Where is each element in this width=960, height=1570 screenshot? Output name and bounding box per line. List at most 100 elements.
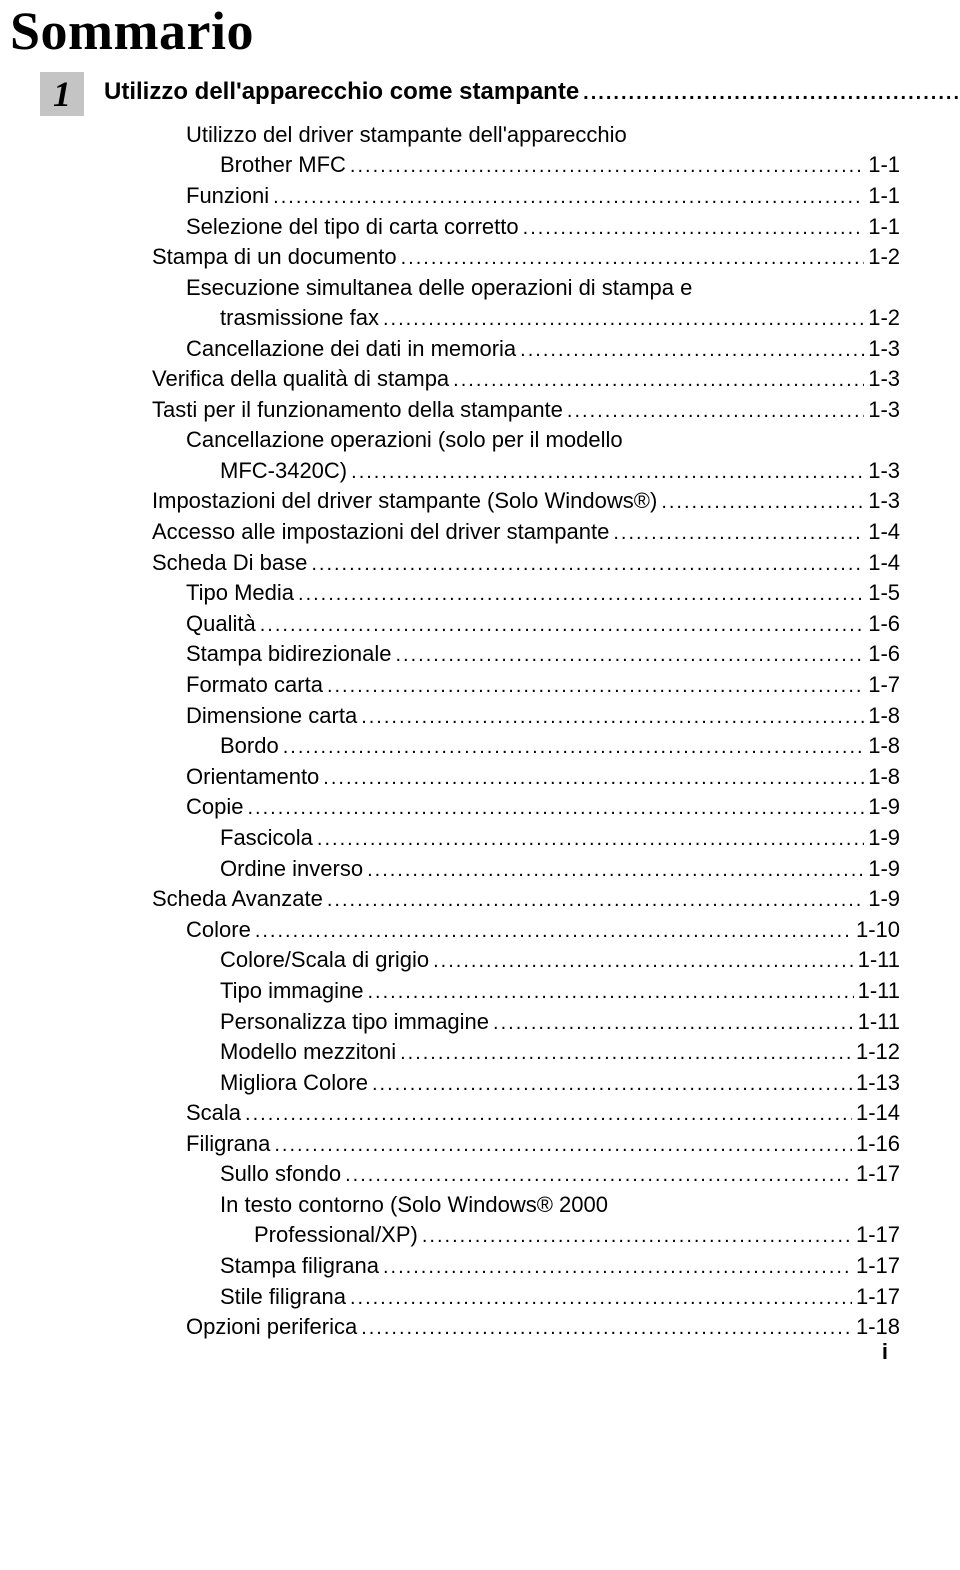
toc-entry-label: Opzioni periferica — [186, 1312, 357, 1342]
toc-entry: Copie1-9 — [186, 792, 900, 823]
toc-entry: MFC-3420C)1-3 — [220, 456, 900, 487]
toc-entry: Scala1-14 — [186, 1098, 900, 1129]
leader-dots — [453, 364, 864, 395]
toc-entry-label: Fascicola — [220, 823, 313, 853]
leader-dots — [567, 395, 864, 426]
toc-entry-label: Formato carta — [186, 670, 323, 700]
toc-entry: Opzioni periferica1-18 — [186, 1312, 900, 1343]
toc-entry: Verifica della qualità di stampa1-3 — [152, 364, 900, 395]
leader-dots — [323, 762, 864, 793]
leader-dots — [260, 609, 864, 640]
leader-dots — [400, 1037, 852, 1068]
toc-entry-label: Selezione del tipo di carta corretto — [186, 212, 519, 242]
toc-entry: Migliora Colore1-13 — [220, 1068, 900, 1099]
toc-entry: Brother MFC1-1 — [220, 150, 900, 181]
toc-entry-label: Colore — [186, 915, 251, 945]
toc-entry-page: 1-17 — [856, 1159, 900, 1189]
leader-dots — [372, 1068, 852, 1099]
toc-entry-label: Tipo immagine — [220, 976, 363, 1006]
leader-dots — [350, 150, 864, 181]
toc-entry: Colore1-10 — [186, 915, 900, 946]
chapter-heading: 1 Utilizzo dell'apparecchio come stampan… — [40, 72, 900, 116]
toc-entry: Impostazioni del driver stampante (Solo … — [152, 486, 900, 517]
leader-dots — [247, 792, 864, 823]
toc-entry-page: 1-9 — [868, 854, 900, 884]
toc-entry-label: Stampa filigrana — [220, 1251, 379, 1281]
toc-entry-label: Sullo sfondo — [220, 1159, 341, 1189]
leader-dots — [520, 334, 864, 365]
toc-entry-label: Scheda Avanzate — [152, 884, 323, 914]
leader-dots — [523, 212, 865, 243]
table-of-contents: Utilizzo del driver stampante dell'appar… — [152, 120, 900, 1343]
toc-entry-page: 1-17 — [856, 1220, 900, 1250]
leader-dots — [345, 1159, 852, 1190]
toc-entry: Tipo Media1-5 — [186, 578, 900, 609]
toc-entry: Fascicola 1-9 — [220, 823, 900, 854]
toc-entry-label: Colore/Scala di grigio — [220, 945, 429, 975]
toc-entry-label: Cancellazione dei dati in memoria — [186, 334, 516, 364]
toc-entry-page: 1-4 — [868, 548, 900, 578]
page-number: i — [882, 1339, 888, 1365]
toc-entry-label: Qualità — [186, 609, 256, 639]
toc-entry-page: 1-1 — [868, 212, 900, 242]
leader-dots — [401, 242, 865, 273]
toc-entry-label: Stile filigrana — [220, 1282, 346, 1312]
toc-entry-page: 1-7 — [868, 670, 900, 700]
toc-entry-page: 1-8 — [868, 701, 900, 731]
leader-dots — [493, 1007, 854, 1038]
toc-entry-page: 1-1 — [868, 181, 900, 211]
toc-entry-page: 1-11 — [858, 1007, 900, 1037]
toc-entry: trasmissione fax1-2 — [220, 303, 900, 334]
leader-dots — [583, 78, 960, 106]
chapter-title-text: Utilizzo dell'apparecchio come stampante — [104, 78, 579, 106]
toc-entry-label: Modello mezzitoni — [220, 1037, 396, 1067]
toc-entry-label: Orientamento — [186, 762, 319, 792]
toc-entry-page: 1-1 — [868, 150, 900, 180]
toc-entry: Bordo1-8 — [220, 731, 900, 762]
toc-entry-label: MFC-3420C) — [220, 456, 347, 486]
toc-entry-label: trasmissione fax — [220, 303, 379, 333]
document-page: Sommario 1 Utilizzo dell'apparecchio com… — [0, 0, 960, 1383]
leader-dots — [613, 517, 864, 548]
leader-dots — [433, 945, 853, 976]
toc-entry-label: Stampa di un documento — [152, 242, 397, 272]
leader-dots — [327, 884, 864, 915]
toc-entry-label: Migliora Colore — [220, 1068, 368, 1098]
toc-entry-page: 1-12 — [856, 1037, 900, 1067]
toc-entry-page: 1-2 — [868, 242, 900, 272]
toc-entry-label: Personalizza tipo immagine — [220, 1007, 489, 1037]
leader-dots — [383, 303, 864, 334]
toc-entry: Tasti per il funzionamento della stampan… — [152, 395, 900, 426]
toc-entry-label: Bordo — [220, 731, 279, 761]
toc-entry: Modello mezzitoni 1-12 — [220, 1037, 900, 1068]
toc-entry-label: Accesso alle impostazioni del driver sta… — [152, 517, 609, 547]
leader-dots — [350, 1282, 852, 1313]
toc-entry-label: Stampa bidirezionale — [186, 639, 391, 669]
leader-dots — [361, 1312, 852, 1343]
toc-entry-label: Impostazioni del driver stampante (Solo … — [152, 486, 657, 516]
toc-entry: Personalizza tipo immagine 1-11 — [220, 1007, 900, 1038]
toc-entry: Scheda Avanzate1-9 — [152, 884, 900, 915]
toc-entry-page: 1-17 — [856, 1251, 900, 1281]
toc-entry-page: 1-3 — [868, 486, 900, 516]
toc-entry: Esecuzione simultanea delle operazioni d… — [186, 273, 900, 303]
toc-entry-page: 1-9 — [868, 823, 900, 853]
toc-entry-label: In testo contorno (Solo Windows® 2000 — [220, 1190, 608, 1220]
toc-entry: Ordine inverso1-9 — [220, 854, 900, 885]
leader-dots — [283, 731, 864, 762]
toc-entry-label: Esecuzione simultanea delle operazioni d… — [186, 273, 692, 303]
toc-entry: Filigrana1-16 — [186, 1129, 900, 1160]
leader-dots — [245, 1098, 852, 1129]
toc-entry: Colore/Scala di grigio1-11 — [220, 945, 900, 976]
toc-entry: Professional/XP)1-17 — [254, 1220, 900, 1251]
toc-entry-label: Cancellazione operazioni (solo per il mo… — [186, 425, 623, 455]
toc-entry-label: Scheda Di base — [152, 548, 307, 578]
toc-entry: Dimensione carta1-8 — [186, 701, 900, 732]
toc-entry-page: 1-9 — [868, 792, 900, 822]
toc-entry-page: 1-14 — [856, 1098, 900, 1128]
leader-dots — [351, 456, 864, 487]
toc-entry: Sullo sfondo 1-17 — [220, 1159, 900, 1190]
toc-entry-label: Tasti per il funzionamento della stampan… — [152, 395, 563, 425]
toc-entry: Accesso alle impostazioni del driver sta… — [152, 517, 900, 548]
toc-entry: Utilizzo del driver stampante dell'appar… — [186, 120, 900, 150]
